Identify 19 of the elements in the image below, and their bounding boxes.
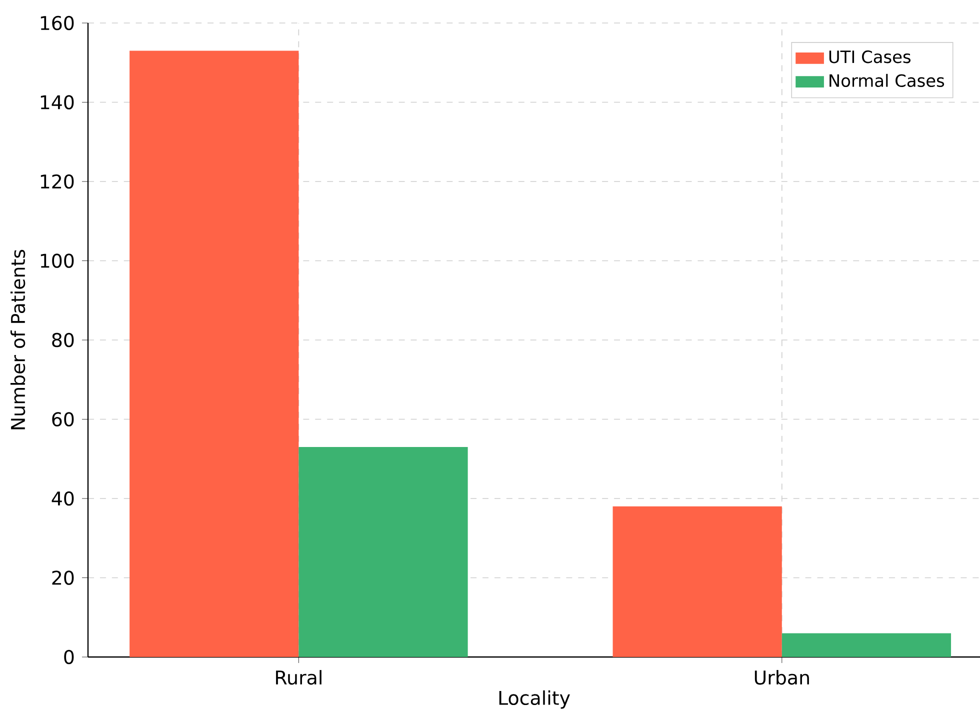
- bar: [612, 506, 782, 657]
- y-tick-label: 40: [52, 491, 74, 506]
- y-tick-label: 80: [52, 332, 74, 348]
- legend-label: UTI Cases: [829, 50, 910, 64]
- x-axis-title: Locality: [499, 690, 570, 709]
- y-tick-label: 120: [40, 174, 74, 189]
- y-tick-label: 0: [64, 650, 74, 664]
- bar: [782, 633, 952, 657]
- y-tick-label: 160: [40, 16, 74, 30]
- bar: [298, 446, 468, 657]
- y-tick-label: 20: [52, 570, 74, 585]
- y-tick-label: 140: [40, 95, 74, 110]
- legend-label: Normal Cases: [830, 74, 944, 88]
- bar: [130, 50, 299, 657]
- x-tick-label: Rural: [276, 670, 322, 685]
- y-axis-title: Number of Patients: [10, 250, 26, 430]
- x-tick-label: Urban: [754, 670, 809, 685]
- y-tick-label: 60: [52, 412, 74, 426]
- y-tick-label: 100: [40, 254, 74, 268]
